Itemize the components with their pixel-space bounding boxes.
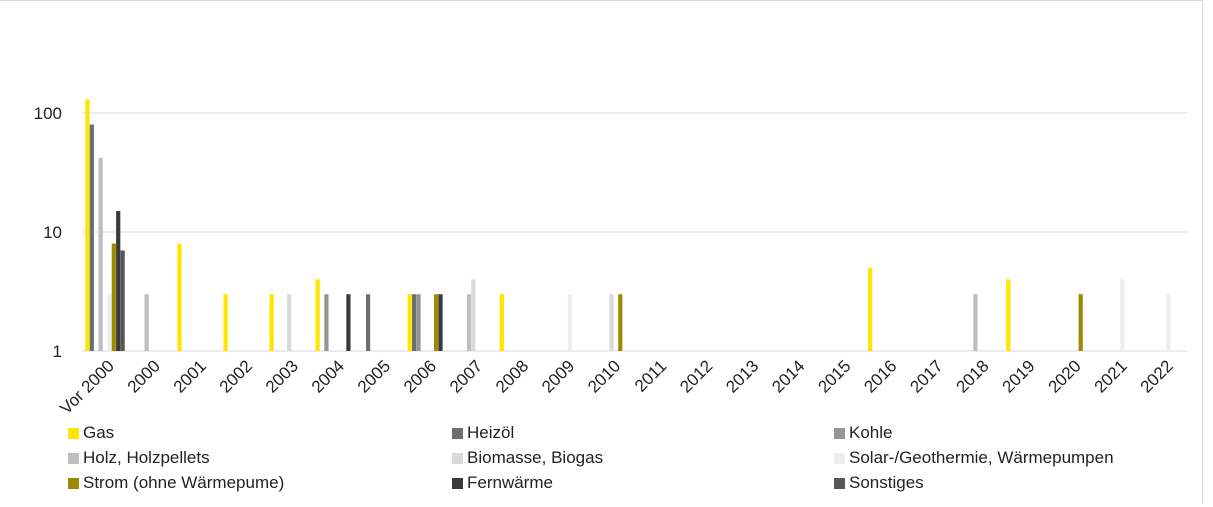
chart-legend: Gas Heizöl Kohle Holz, Holzpellets Bioma… <box>68 420 1208 504</box>
x-tick-label: 2010 <box>584 356 624 396</box>
bar <box>868 267 873 351</box>
x-tick-label: 2009 <box>538 356 578 396</box>
bar <box>471 279 476 351</box>
bar <box>120 250 125 351</box>
legend-swatch <box>452 427 463 439</box>
y-tick-label: 1 <box>53 342 62 361</box>
x-tick-label: 2007 <box>446 356 486 396</box>
bar <box>89 124 94 352</box>
legend-label: Strom (ohne Wärmepume) <box>83 473 285 492</box>
bar <box>412 294 417 351</box>
bar <box>315 279 320 351</box>
x-tick-label: Vor 2000 <box>56 356 118 418</box>
legend-swatch <box>68 427 79 439</box>
x-tick-label: 2006 <box>400 356 440 396</box>
x-tick-label: 2012 <box>676 356 716 396</box>
legend-swatch <box>68 477 79 489</box>
x-tick-label: 2005 <box>354 356 394 396</box>
x-tick-label: 2016 <box>860 356 900 396</box>
x-tick-label: 2022 <box>1137 356 1177 396</box>
legend-swatch <box>834 477 845 489</box>
bar <box>144 294 149 351</box>
legend-swatch <box>452 477 463 489</box>
x-tick-label: 2014 <box>768 356 808 396</box>
bar <box>499 294 504 351</box>
x-tick-label: 2019 <box>998 356 1038 396</box>
x-tick-label: 2004 <box>308 356 348 396</box>
legend-item-biomasse: Biomasse, Biogas <box>452 447 603 469</box>
legend-item-strom: Strom (ohne Wärmepume) <box>68 472 284 494</box>
bar <box>609 294 614 351</box>
x-tick-label: 2008 <box>492 356 532 396</box>
x-tick-label: 2011 <box>631 356 670 395</box>
legend-swatch <box>68 452 79 464</box>
legend-item-fernwaerme: Fernwärme <box>452 472 553 494</box>
bar <box>438 294 443 351</box>
x-tick-label: 2003 <box>262 356 302 396</box>
legend-item-heizoel: Heizöl <box>452 422 514 444</box>
x-tick-label: 2017 <box>906 356 946 396</box>
bar <box>1120 279 1125 351</box>
x-tick-label: 2018 <box>952 356 992 396</box>
legend-label: Solar-/Geothermie, Wärmepumpen <box>849 448 1114 467</box>
legend-label: Kohle <box>849 423 893 442</box>
bar <box>177 243 182 351</box>
bar <box>269 294 274 351</box>
x-tick-label: 2002 <box>216 356 256 396</box>
bar <box>324 294 329 351</box>
bar <box>466 294 472 351</box>
x-tick-label: 2001 <box>170 356 210 396</box>
y-tick-label: 100 <box>34 104 62 123</box>
x-tick-label: 2015 <box>814 356 854 396</box>
bar <box>407 294 412 351</box>
legend-item-kohle: Kohle <box>834 422 892 444</box>
legend-item-solar: Solar-/Geothermie, Wärmepumpen <box>834 447 1114 469</box>
legend-label: Biomasse, Biogas <box>467 448 604 467</box>
bar <box>1166 294 1171 351</box>
bar <box>618 294 623 351</box>
bar <box>434 294 439 351</box>
legend-item-gas: Gas <box>68 422 114 444</box>
bar <box>111 243 116 351</box>
x-tick-label: 2013 <box>722 356 762 396</box>
legend-item-sonstiges: Sonstiges <box>834 472 924 494</box>
bar <box>365 294 371 351</box>
bar <box>107 294 112 351</box>
bar <box>567 294 572 351</box>
bar <box>1078 294 1083 351</box>
bar <box>416 294 421 351</box>
x-tick-label: 2000 <box>124 356 164 396</box>
legend-label: Heizöl <box>467 423 515 442</box>
bar <box>346 294 351 351</box>
legend-label: Gas <box>83 423 115 442</box>
y-tick-label: 10 <box>43 223 62 242</box>
legend-label: Sonstiges <box>849 473 924 492</box>
bar <box>116 211 121 351</box>
bar <box>223 294 228 351</box>
legend-swatch <box>834 452 845 464</box>
bar <box>85 99 90 352</box>
bar <box>973 294 978 351</box>
bar <box>98 157 103 351</box>
legend-label: Fernwärme <box>467 473 553 492</box>
bar <box>1006 279 1011 351</box>
bar <box>287 294 292 351</box>
x-tick-label: 2020 <box>1045 356 1085 396</box>
legend-swatch <box>834 427 845 439</box>
legend-label: Holz, Holzpellets <box>83 448 210 467</box>
legend-swatch <box>452 452 463 464</box>
x-tick-label: 2021 <box>1091 356 1131 396</box>
legend-item-holz: Holz, Holzpellets <box>68 447 210 469</box>
